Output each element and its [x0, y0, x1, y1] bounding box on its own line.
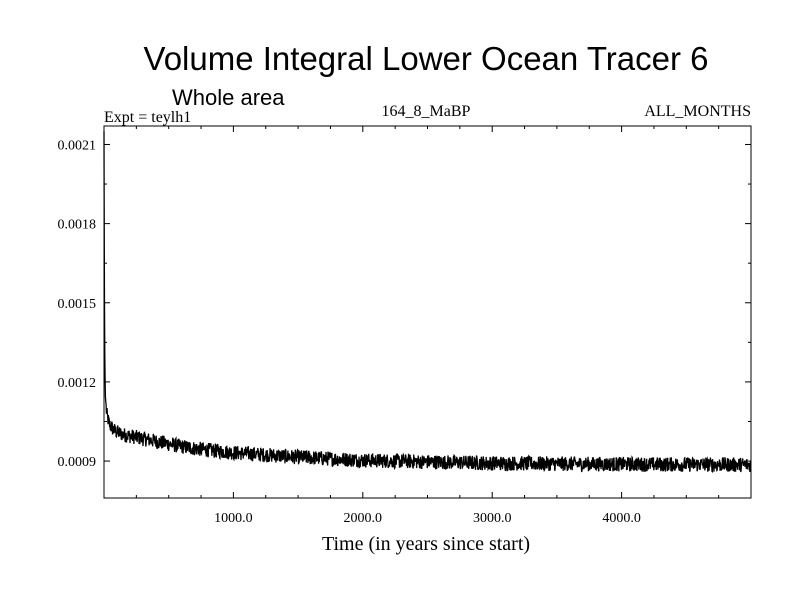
- axis-ticks: 0.0009 0.0012 0.0015 0.0018 0.0021 1000.0 2000…: [58, 126, 752, 526]
- chart-title: Volume Integral Lower Ocean Tracer 6: [144, 40, 709, 77]
- x-tick-label: 1000.0: [214, 511, 253, 526]
- expt-label: Expt = teylh1: [104, 109, 191, 126]
- x-axis-label: Time (in years since start): [322, 533, 530, 555]
- x-tick-label: 4000.0: [602, 511, 641, 526]
- right-label: ALL_MONTHS: [644, 103, 751, 120]
- y-tick-label: 0.0012: [58, 376, 97, 391]
- center-label: 164_8_MaBP: [382, 103, 471, 120]
- chart-subtitle: Whole area: [172, 85, 285, 110]
- y-tick-label: 0.0018: [58, 218, 97, 233]
- plot-frame: [103, 125, 752, 499]
- x-tick-label: 2000.0: [344, 511, 383, 526]
- series-line: [103, 131, 752, 474]
- x-tick-label: 3000.0: [473, 511, 512, 526]
- plot-area: [103, 131, 752, 474]
- y-tick-label: 0.0015: [58, 297, 97, 312]
- y-tick-label: 0.0021: [58, 138, 97, 153]
- y-tick-label: 0.0009: [58, 455, 97, 470]
